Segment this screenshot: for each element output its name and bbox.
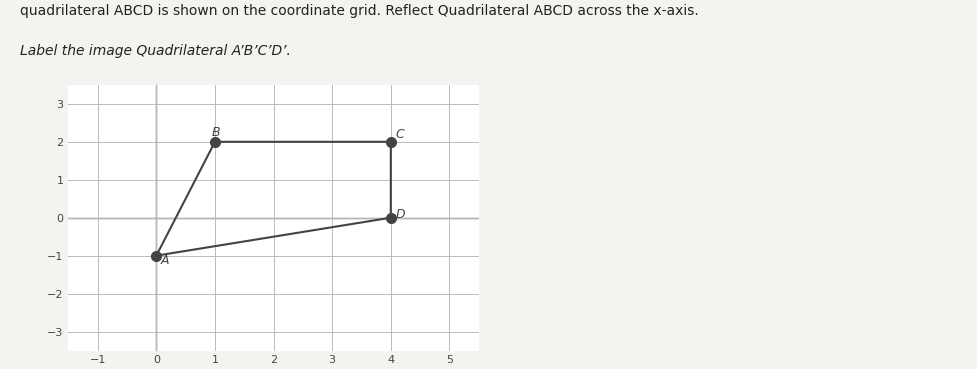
Text: D: D	[396, 208, 405, 221]
Text: C: C	[396, 128, 404, 141]
Text: Label the image Quadrilateral A’B’C’D’.: Label the image Quadrilateral A’B’C’D’.	[20, 44, 290, 58]
Text: quadrilateral ABCD is shown on the coordinate grid. Reflect Quadrilateral ABCD a: quadrilateral ABCD is shown on the coord…	[20, 4, 699, 18]
Text: B: B	[212, 126, 221, 139]
Text: A: A	[160, 254, 169, 267]
